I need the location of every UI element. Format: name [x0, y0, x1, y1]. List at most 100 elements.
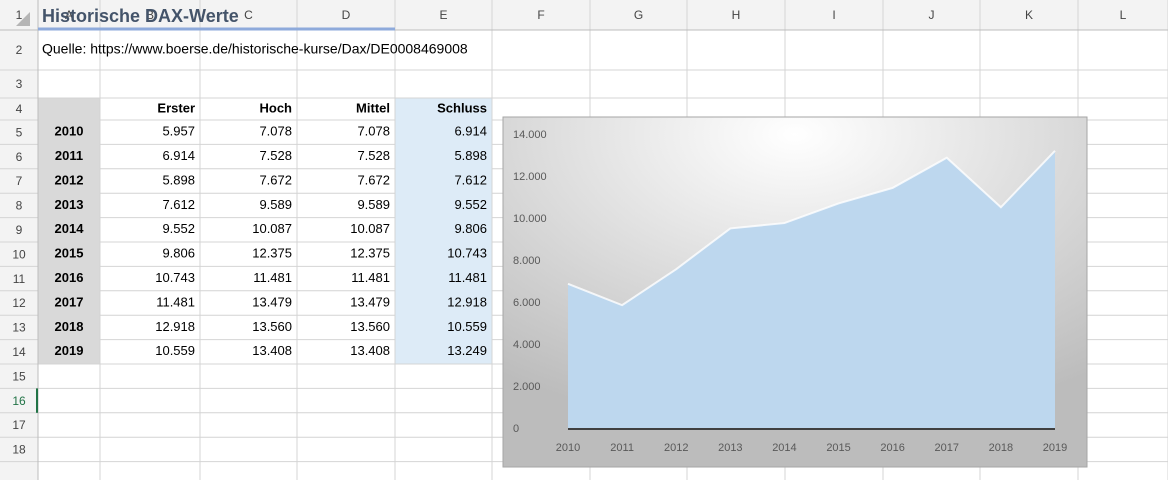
x-tick-label: 2014 [772, 442, 796, 454]
row-header[interactable]: 11 [13, 272, 26, 286]
year-cell: 2018 [55, 319, 84, 334]
value-cell: 11.481 [351, 270, 390, 285]
value-cell: 10.087 [350, 221, 390, 236]
value-cell: 12.918 [447, 294, 487, 309]
column-header[interactable]: B [146, 8, 154, 22]
row-header[interactable]: 12 [12, 296, 26, 310]
x-tick-label: 2013 [718, 442, 742, 454]
column-header-bar [0, 0, 1168, 30]
row-header[interactable]: 15 [12, 369, 26, 383]
value-cell: 9.552 [454, 197, 487, 212]
row-header[interactable]: 2 [16, 43, 23, 57]
value-cell: 13.560 [350, 319, 390, 334]
year-cell: 2010 [55, 124, 84, 139]
column-header[interactable]: H [732, 8, 741, 22]
column-header[interactable]: J [929, 8, 935, 22]
y-tick-label: 8.000 [513, 255, 541, 267]
value-cell: 10.087 [252, 221, 292, 236]
x-tick-label: 2016 [880, 442, 904, 454]
column-header[interactable]: L [1120, 8, 1127, 22]
table-header: Hoch [260, 100, 293, 115]
column-header[interactable]: K [1025, 8, 1033, 22]
value-cell: 10.743 [155, 270, 195, 285]
value-cell: 5.898 [454, 148, 487, 163]
value-cell: 7.078 [357, 124, 390, 139]
value-cell: 9.589 [259, 197, 292, 212]
table-header: Erster [157, 100, 195, 115]
row-header[interactable]: 4 [16, 102, 23, 116]
column-header[interactable]: E [439, 8, 447, 22]
year-column-fill [38, 98, 100, 364]
table-header: Schluss [437, 100, 487, 115]
value-cell: 7.672 [259, 172, 292, 187]
value-cell: 12.918 [155, 319, 195, 334]
value-cell: 6.914 [454, 124, 487, 139]
value-cell: 7.078 [259, 124, 292, 139]
value-cell: 10.743 [447, 246, 487, 261]
column-header[interactable]: C [244, 8, 253, 22]
sheet-title: Historische DAX-Werte [42, 6, 239, 26]
y-tick-label: 12.000 [513, 171, 547, 183]
y-tick-label: 14.000 [513, 129, 547, 141]
x-tick-label: 2019 [1043, 442, 1067, 454]
year-cell: 2017 [55, 294, 84, 309]
value-cell: 7.612 [454, 172, 487, 187]
row-header[interactable]: 1 [16, 8, 23, 22]
value-cell: 9.552 [162, 221, 195, 236]
source: Quelle: https://www.boerse.de/historisch… [42, 41, 468, 57]
value-cell: 7.528 [259, 148, 292, 163]
row-header[interactable]: 5 [16, 125, 23, 139]
column-header[interactable]: A [65, 8, 73, 22]
area [568, 150, 1055, 429]
column-header[interactable]: F [537, 8, 544, 22]
value-cell: 13.408 [252, 343, 292, 358]
value-cell: 13.249 [447, 343, 487, 358]
schluss-column-fill [395, 98, 492, 364]
value-cell: 13.479 [350, 294, 390, 309]
year-cell: 2016 [55, 270, 84, 285]
year-cell: 2014 [55, 221, 85, 236]
value-cell: 5.898 [162, 172, 195, 187]
row-header[interactable]: 10 [12, 247, 26, 261]
row-header[interactable]: 18 [12, 443, 26, 457]
row-header[interactable]: 14 [12, 345, 26, 359]
row-header[interactable]: 17 [12, 418, 26, 432]
value-cell: 5.957 [162, 124, 195, 139]
value-cell: 13.479 [252, 294, 292, 309]
row-header[interactable]: 8 [16, 199, 23, 213]
select-all[interactable] [16, 12, 30, 26]
year-cell: 2012 [55, 172, 84, 187]
row-header-bar [0, 30, 38, 480]
value-cell: 9.806 [454, 221, 487, 236]
column-header[interactable]: I [832, 8, 835, 22]
value-cell: 13.408 [350, 343, 390, 358]
column-header[interactable]: D [342, 8, 351, 22]
table-header: Mittel [356, 100, 390, 115]
y-tick-label: 2.000 [513, 381, 541, 393]
row-header[interactable]: 13 [12, 321, 26, 335]
value-cell: 9.589 [357, 197, 390, 212]
value-cell: 11.481 [448, 270, 487, 285]
year-cell: 2011 [55, 148, 83, 163]
x-tick-label: 2017 [935, 442, 959, 454]
row-header[interactable]: 16 [12, 394, 26, 408]
y-tick-label: 6.000 [513, 297, 541, 309]
row-header[interactable]: 9 [16, 223, 23, 237]
value-cell: 11.481 [253, 270, 292, 285]
row-header[interactable]: 3 [16, 77, 23, 91]
column-header[interactable]: G [634, 8, 643, 22]
value-cell: 10.559 [447, 319, 487, 334]
row-header[interactable]: 6 [16, 150, 23, 164]
x-tick-label: 2011 [610, 442, 634, 454]
value-cell: 12.375 [350, 246, 390, 261]
year-cell: 2015 [55, 246, 84, 261]
x-tick-label: 2015 [826, 442, 850, 454]
y-tick-label: 10.000 [513, 213, 547, 225]
value-cell: 7.612 [162, 197, 195, 212]
value-cell: 7.672 [357, 172, 390, 187]
x-tick-label: 2018 [989, 442, 1013, 454]
row-header[interactable]: 7 [16, 174, 23, 188]
x-tick-label: 2010 [556, 442, 580, 454]
value-cell: 12.375 [252, 246, 292, 261]
